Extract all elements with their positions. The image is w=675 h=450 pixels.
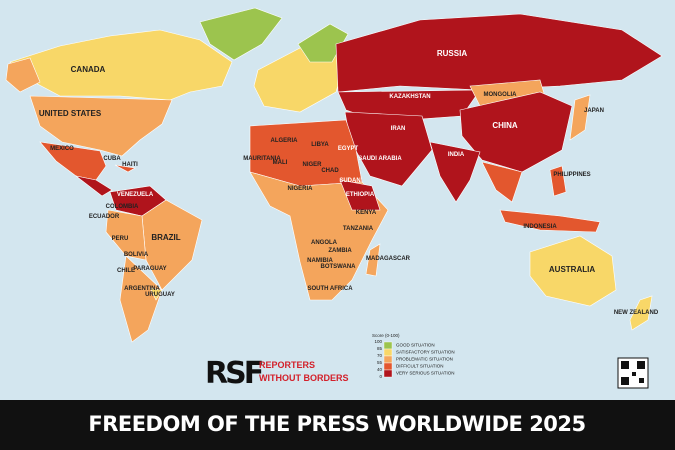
country-label: HAITI — [122, 162, 138, 168]
country-label: ANGOLA — [311, 240, 338, 246]
legend-label: GOOD SITUATION — [396, 343, 435, 348]
country-label: AUSTRALIA — [549, 265, 595, 274]
legend-scale-label: 100 — [374, 339, 382, 344]
country-label: NAMIBIA — [307, 258, 333, 264]
logo: RSF REPORTERS WITHOUT BORDERS — [205, 356, 349, 391]
country-label: NEW ZEALAND — [614, 310, 659, 316]
country-label: MALI — [273, 160, 288, 166]
alaska — [5, 57, 41, 93]
legend-swatch — [383, 362, 393, 371]
qr-block — [639, 378, 644, 383]
country-label: ECUADOR — [89, 214, 120, 220]
japan — [569, 94, 591, 141]
legend-swatch — [383, 369, 393, 378]
country-label: COLOMBIA — [106, 204, 139, 210]
country-label: ALGERIA — [271, 138, 299, 144]
country-label: URUGUAY — [145, 292, 175, 298]
uruguay — [149, 287, 163, 301]
china — [459, 91, 573, 173]
australia — [529, 235, 617, 307]
legend-scale-label: 85 — [377, 346, 383, 351]
qr-block — [632, 372, 636, 376]
land — [5, 7, 663, 343]
country-label: MAURITANIA — [243, 156, 281, 162]
country-label: KAZAKHSTAN — [389, 94, 430, 100]
legend-label: SATISFACTORY SITUATION — [396, 350, 455, 355]
country-label: RUSSIA — [437, 49, 467, 58]
canada — [9, 29, 233, 101]
country-label: INDONESIA — [523, 224, 557, 230]
country-label: KENYA — [356, 210, 377, 216]
country-label: PARAGUAY — [133, 266, 166, 272]
horn-of-africa — [339, 179, 381, 211]
country-label: EGYPT — [338, 146, 359, 152]
country-label: SOUTH AFRICA — [307, 286, 353, 292]
footer — [0, 400, 675, 450]
country-label: CHINA — [492, 121, 518, 130]
country-label: ZAMBIA — [328, 248, 352, 254]
qr-block — [621, 377, 629, 385]
legend-swatch — [383, 348, 393, 357]
southern-cone — [119, 255, 163, 343]
logo-line: REPORTERS — [259, 360, 315, 370]
logo-line: WITHOUT BORDERS — [259, 373, 349, 383]
legend-scale-label: 70 — [377, 353, 383, 358]
country-label: SUDAN — [339, 178, 360, 184]
country-label: BRAZIL — [151, 233, 180, 242]
caribbean — [114, 164, 136, 173]
page-title: FREEDOM OF THE PRESS WORLDWIDE 2025 — [88, 412, 585, 436]
qr-code — [617, 357, 649, 389]
country-label: TANZANIA — [343, 226, 374, 232]
logo-mark: RSF — [205, 356, 262, 391]
country-label: INDIA — [448, 152, 465, 158]
qr-block — [637, 361, 645, 369]
legend-scale-label: 40 — [377, 367, 383, 372]
madagascar — [365, 243, 381, 277]
country-label: MONGOLIA — [484, 92, 518, 98]
north-africa — [249, 119, 363, 187]
united-states — [29, 95, 173, 157]
legend-scale-label: 55 — [377, 360, 383, 365]
country-label: ARGENTINA — [124, 286, 160, 292]
country-label: SAUDI ARABIA — [358, 156, 402, 162]
country-label: BOLIVIA — [124, 252, 149, 258]
country-label: JAPAN — [584, 108, 604, 114]
country-label: VENEZUELA — [117, 192, 154, 198]
country-label: PERU — [112, 236, 129, 242]
new-zealand — [629, 295, 653, 331]
indonesia — [499, 209, 601, 233]
country-label: CHILE — [117, 268, 135, 274]
central-america — [75, 175, 113, 197]
legend-label: VERY SERIOUS SITUATION — [396, 371, 455, 376]
legend-swatch — [383, 355, 393, 364]
country-label: MEXICO — [50, 146, 74, 152]
country-label: IRAN — [391, 126, 406, 132]
india — [429, 141, 481, 203]
greenland — [199, 7, 283, 61]
southeast-asia — [481, 161, 523, 203]
legend-title: Score (0-100) — [372, 333, 400, 338]
country-label: CANADA — [71, 65, 106, 74]
legend-scale-label: 0 — [379, 374, 382, 379]
country-label: NIGERIA — [287, 186, 313, 192]
legend-swatch — [383, 341, 393, 350]
country-label: NIGER — [302, 162, 322, 168]
country-label: UNITED STATES — [39, 109, 102, 118]
russia — [335, 13, 663, 93]
country-label: BOTSWANA — [321, 264, 357, 270]
qr-block — [621, 361, 629, 369]
country-label: CUBA — [103, 156, 121, 162]
country-label: PHILIPPINES — [553, 172, 590, 178]
andes — [105, 209, 147, 261]
country-label: ETHIOPIA — [346, 192, 375, 198]
legend: Score (0-100) GOOD SITUATION SATISFACTORY… — [372, 333, 455, 379]
philippines — [549, 165, 567, 197]
legend-label: DIFFICULT SITUATION — [396, 364, 444, 369]
country-label: CHAD — [321, 168, 339, 174]
country-label: MADAGASCAR — [366, 256, 411, 262]
country-label: LIBYA — [311, 142, 329, 148]
legend-label: PROBLEMATIC SITUATION — [396, 357, 453, 362]
